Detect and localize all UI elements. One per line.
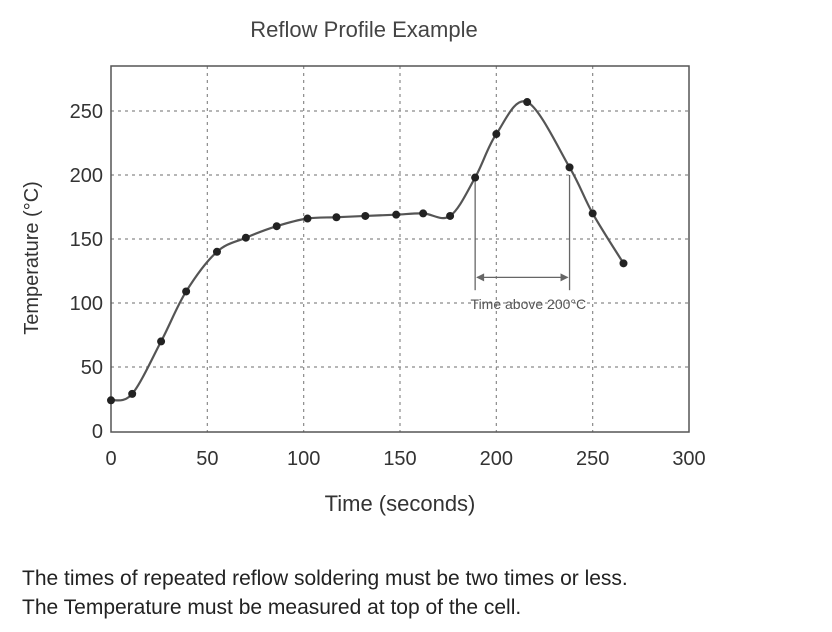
y-tick-label: 0	[92, 421, 103, 443]
data-point	[392, 210, 401, 219]
data-point	[361, 211, 370, 220]
data-point	[107, 396, 115, 405]
reflow-chart: Reflow Profile Example 0 50 100 150 200 250 30…	[21, 17, 706, 516]
data-point	[565, 163, 574, 172]
data-point	[332, 213, 341, 222]
y-tick-label: 250	[70, 101, 103, 123]
series-line	[110, 100, 625, 402]
data-point	[157, 337, 166, 346]
tick-labels: 0 50 100 150 200 250 300 0 50 100 150 200 250	[70, 101, 706, 470]
plot-frame	[110, 65, 690, 433]
x-tick-label: 200	[480, 448, 513, 470]
y-axis-label: Temperature (°C)	[21, 181, 43, 335]
data-point	[272, 222, 281, 231]
x-tick-label: 50	[196, 448, 218, 470]
data-point	[446, 211, 455, 220]
x-tick-label: 250	[576, 448, 609, 470]
x-tick-label: 150	[383, 448, 416, 470]
y-tick-label: 150	[70, 229, 103, 251]
y-tick-label: 200	[70, 165, 103, 187]
grid	[111, 66, 689, 432]
x-tick-label: 100	[287, 448, 320, 470]
x-tick-label: 0	[105, 448, 116, 470]
chart-title: Reflow Profile Example	[250, 17, 477, 42]
data-point	[303, 214, 312, 223]
data-point	[419, 209, 428, 218]
annotation-label: Time above 200°C	[471, 296, 587, 312]
data-point	[588, 209, 597, 218]
data-point	[212, 247, 221, 256]
data-series	[107, 98, 628, 405]
annotation: Time above 200°C	[471, 175, 587, 312]
x-axis-label: Time (seconds)	[325, 491, 476, 516]
note-measurement: The Temperature must be measured at top …	[22, 596, 522, 619]
data-point	[182, 287, 191, 296]
data-point	[619, 259, 628, 268]
y-tick-label: 50	[81, 357, 103, 379]
data-point	[523, 98, 532, 107]
annotation-arrowhead-right	[560, 273, 569, 282]
data-point	[471, 173, 480, 182]
y-tick-label: 100	[70, 293, 103, 315]
data-point	[241, 233, 250, 242]
data-point	[492, 130, 501, 139]
data-point	[128, 389, 137, 398]
x-tick-label: 300	[672, 448, 705, 470]
note-repeated-reflow: The times of repeated reflow soldering m…	[22, 567, 628, 590]
annotation-arrowhead-left	[476, 273, 485, 282]
